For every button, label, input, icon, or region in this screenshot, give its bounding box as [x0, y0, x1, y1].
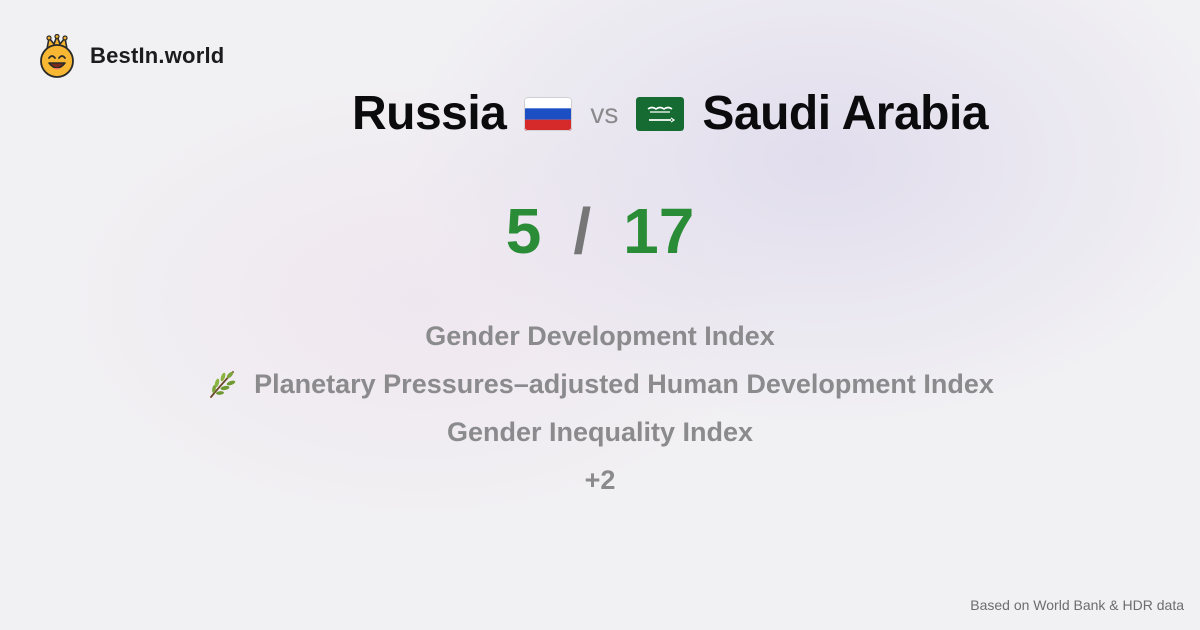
crown-smiley-icon	[40, 34, 74, 78]
more-metrics-count: +2	[585, 456, 616, 504]
data-source-note: Based on World Bank & HDR data	[970, 597, 1184, 613]
metric-label: Planetary Pressures–adjusted Human Devel…	[254, 369, 994, 399]
right-country-name: Saudi Arabia	[702, 87, 989, 140]
brand[interactable]: BestIn.world	[38, 34, 224, 78]
score-separator: /	[573, 195, 592, 267]
vs-label: vs	[590, 97, 619, 129]
herb-leaf-icon	[210, 371, 236, 398]
saudi-arabia-flag-icon	[636, 96, 685, 131]
metric-label: +2	[584, 465, 616, 495]
metric-item: Gender Inequality Index	[447, 408, 753, 456]
russia-flag-icon	[524, 96, 573, 131]
left-country-name: Russia	[351, 87, 507, 140]
metrics-list: Gender Development Index Planetary Press…	[0, 312, 1200, 504]
left-score: 5	[505, 195, 542, 267]
right-score: 17	[623, 195, 695, 267]
brand-name: BestIn.world	[90, 43, 225, 68]
metric-label: Gender Inequality Index	[446, 417, 754, 447]
metric-label: Gender Development Index	[425, 321, 775, 351]
score: 5 / 17	[0, 194, 1200, 268]
metric-item: Gender Development Index	[425, 312, 775, 360]
metric-item: Planetary Pressures–adjusted Human Devel…	[206, 360, 994, 408]
comparison-title: Russia vs Saudi Arabia	[0, 86, 1200, 141]
